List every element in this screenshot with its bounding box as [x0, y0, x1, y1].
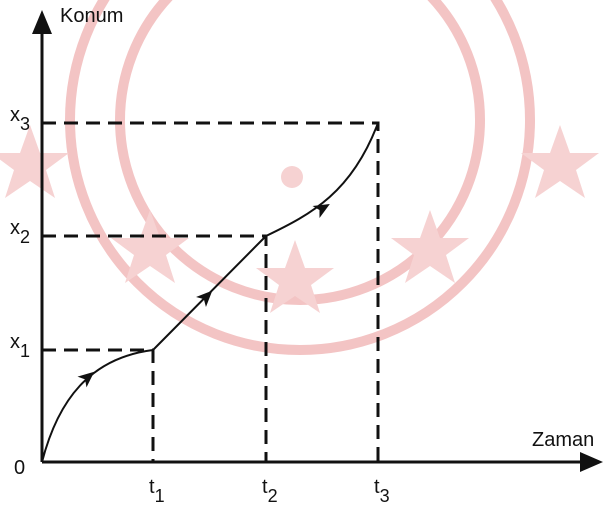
x-mark-label: t3: [374, 476, 390, 506]
x-mark-label: t2: [262, 476, 278, 506]
guide-1: [42, 348, 155, 462]
y-mark-label-subscript: 1: [20, 341, 30, 361]
x-mark-label-base: t: [262, 476, 268, 498]
y-mark-label-base: x: [10, 331, 20, 353]
x-mark-label-subscript: 1: [155, 486, 165, 506]
x-axis-label: Zaman: [532, 429, 594, 451]
y-axis-label: Konum: [60, 5, 123, 27]
y-mark-label: x2: [10, 217, 30, 247]
y-mark-label-base: x: [10, 217, 20, 239]
x-axis-arrow: [580, 452, 603, 472]
y-mark-label-subscript: 2: [20, 227, 30, 247]
x-mark-label-subscript: 2: [268, 486, 278, 506]
y-mark-label: x1: [10, 331, 30, 361]
direction-arrow: [196, 290, 213, 307]
direction-arrow: [312, 204, 330, 219]
y-mark-label-base: x: [10, 104, 20, 126]
y-mark-label-subscript: 3: [20, 114, 30, 134]
watermark: [0, 0, 599, 355]
x-mark-label: t1: [149, 476, 165, 506]
x-mark-label-base: t: [374, 476, 380, 498]
y-mark-label: x3: [10, 104, 30, 134]
direction-arrow: [77, 371, 95, 388]
x-mark-label-base: t: [149, 476, 155, 498]
origin-label: 0: [14, 457, 25, 479]
y-axis-arrow: [32, 10, 52, 34]
x-mark-label-subscript: 3: [380, 486, 390, 506]
